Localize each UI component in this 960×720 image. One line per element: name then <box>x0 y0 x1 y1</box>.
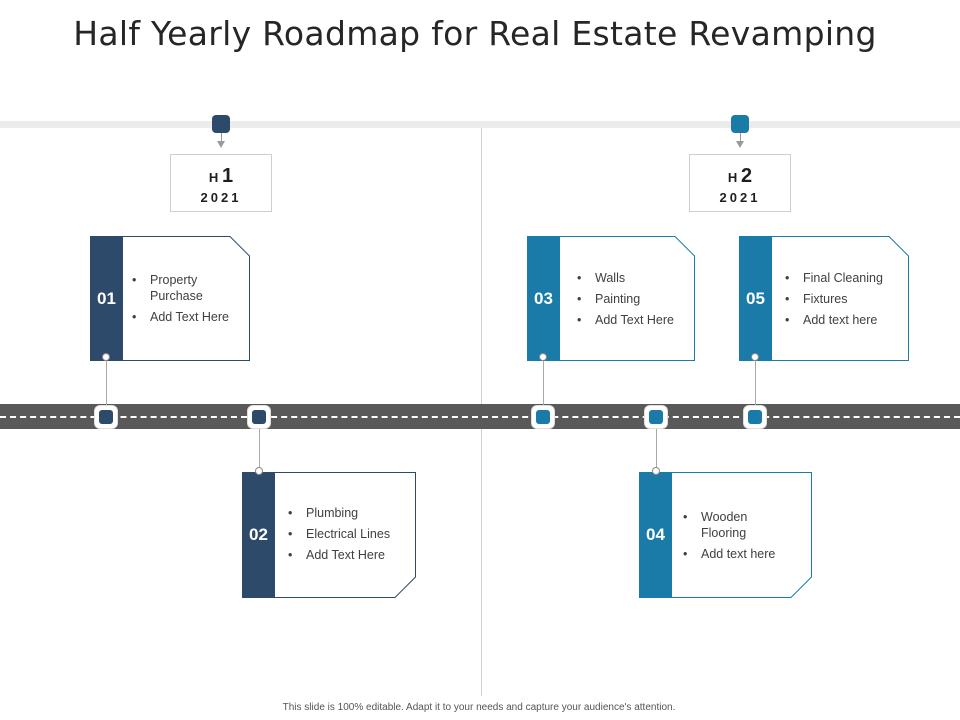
list-item: Add Text Here <box>573 312 693 328</box>
h1-label: H 1 <box>171 165 271 188</box>
milestone-card-02: 02 Plumbing Electrical Lines Add Text He… <box>242 472 416 598</box>
connector-02 <box>259 429 260 473</box>
h1-label-box: H 1 2021 <box>170 154 272 212</box>
list-item: Add Text Here <box>284 547 412 563</box>
card-02-number: 02 <box>242 472 275 598</box>
card-02-list: Plumbing Electrical Lines Add Text Here <box>284 505 412 568</box>
road-node-01-fill <box>99 410 113 424</box>
milestone-card-01: 01 Property Purchase Add Text Here <box>90 236 250 361</box>
list-item: Walls <box>573 270 693 286</box>
h2-label-box: H 2 2021 <box>689 154 791 212</box>
card-03-list: Walls Painting Add Text Here <box>573 270 693 333</box>
top-band <box>0 121 960 128</box>
h2-letter: H <box>727 170 738 185</box>
list-item: Fixtures <box>781 291 907 307</box>
h2-year: 2021 <box>719 190 761 205</box>
road-node-01 <box>95 406 117 428</box>
card-04-number: 04 <box>639 472 672 598</box>
milestone-card-05: 05 Final Cleaning Fixtures Add text here <box>739 236 909 361</box>
road-node-03 <box>532 406 554 428</box>
card-03-number: 03 <box>527 236 560 361</box>
list-item: Electrical Lines <box>284 526 412 542</box>
road-node-05-fill <box>748 410 762 424</box>
slide-title: Half Yearly Roadmap for Real Estate Reva… <box>73 14 877 53</box>
list-item: Add text here <box>781 312 907 328</box>
card-05-number: 05 <box>739 236 772 361</box>
h2-top-marker <box>731 115 749 133</box>
card-01-number: 01 <box>90 236 123 361</box>
card-01-list: Property Purchase Add Text Here <box>128 272 246 330</box>
list-item: Property Purchase <box>128 272 246 304</box>
list-item: Plumbing <box>284 505 412 521</box>
road-node-04-fill <box>649 410 663 424</box>
road-node-02 <box>248 406 270 428</box>
h2-number: 2 <box>740 165 753 187</box>
card-04-list: Wooden Flooring Add text here <box>679 509 807 567</box>
h1-top-marker <box>212 115 230 133</box>
road-node-05 <box>744 406 766 428</box>
list-item: Add text here <box>679 546 807 562</box>
h1-year: 2021 <box>200 190 242 205</box>
card-02-anchor <box>255 467 263 475</box>
card-05-list: Final Cleaning Fixtures Add text here <box>781 270 907 333</box>
milestone-card-04: 04 Wooden Flooring Add text here <box>639 472 812 598</box>
road-node-04 <box>645 406 667 428</box>
list-item: Final Cleaning <box>781 270 907 286</box>
road-node-02-fill <box>252 410 266 424</box>
connector-04 <box>656 429 657 473</box>
h2-label: H 2 <box>690 165 790 188</box>
h1-letter: H <box>208 170 219 185</box>
milestone-card-03: 03 Walls Painting Add Text Here <box>527 236 695 361</box>
card-05-anchor <box>751 353 759 361</box>
h1-arrow-line <box>221 133 222 142</box>
h2-arrow-line <box>740 133 741 142</box>
connector-05 <box>755 360 756 405</box>
connector-01 <box>106 360 107 405</box>
h2-arrow-icon <box>736 141 744 148</box>
list-item: Wooden Flooring <box>679 509 761 541</box>
card-03-anchor <box>539 353 547 361</box>
connector-03 <box>543 360 544 405</box>
list-item: Painting <box>573 291 693 307</box>
road-center-dash <box>0 416 960 418</box>
card-04-anchor <box>652 467 660 475</box>
footer-note: This slide is 100% editable. Adapt it to… <box>282 702 676 713</box>
h1-arrow-icon <box>217 141 225 148</box>
card-01-anchor <box>102 353 110 361</box>
road-node-03-fill <box>536 410 550 424</box>
h1-number: 1 <box>221 165 234 187</box>
list-item: Add Text Here <box>128 309 246 325</box>
